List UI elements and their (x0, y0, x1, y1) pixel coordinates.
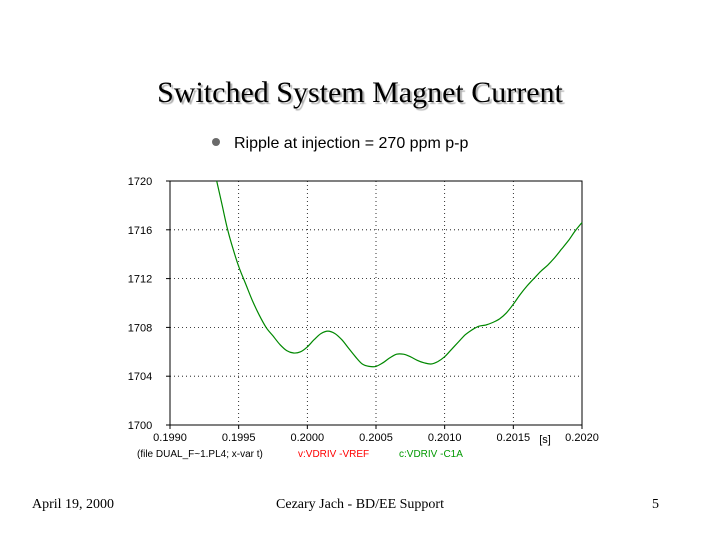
x-tick-label: 0.2015 (497, 432, 531, 444)
legend-entry-vref: v:VDRIV -VREF (298, 449, 369, 460)
footer-page-number: 5 (652, 497, 659, 512)
x-tick-label: 0.2010 (428, 432, 462, 444)
bullet-dot-icon (212, 137, 220, 146)
y-tick-label: 1716 (128, 225, 152, 237)
chart-legend: (file DUAL_F~1.PL4; x-var t) v:VDRIV -VR… (137, 449, 463, 460)
slide-title: Switched System Magnet Current (157, 76, 563, 109)
y-tick-label: 1700 (128, 420, 152, 432)
x-tick-label: 0.1990 (153, 432, 187, 444)
x-tick-label: 0.2005 (359, 432, 393, 444)
chart-ticks: 0.1990 0.1995 0.2000 0.2005 0.2010 0.2015 0.20… (128, 176, 599, 444)
y-tick-label: 1712 (128, 274, 152, 286)
footer-date: April 19, 2000 (32, 497, 115, 512)
chart-grid (170, 181, 582, 425)
footer-author: Cezary Jach - BD/EE Support (276, 497, 444, 512)
legend-entry-c1a: c:VDRIV -C1A (399, 449, 463, 460)
x-tick-label: 0.1995 (222, 432, 256, 444)
y-tick-label: 1708 (128, 322, 152, 334)
legend-prefix: (file DUAL_F~1.PL4; x-var t) (137, 449, 263, 460)
series-layer (216, 180, 583, 368)
x-tick-label: 0.2000 (291, 432, 325, 444)
series-line-c1a (216, 180, 583, 368)
bullet-item: Ripple at injection = 270 ppm p-p (212, 135, 468, 153)
x-axis-unit-label: [s] (539, 434, 551, 446)
x-tick-label: 0.2020 (565, 432, 599, 444)
y-tick-label: 1720 (128, 176, 152, 188)
bullet-text: Ripple at injection = 270 ppm p-p (234, 135, 469, 152)
y-tick-label: 1704 (128, 371, 152, 383)
